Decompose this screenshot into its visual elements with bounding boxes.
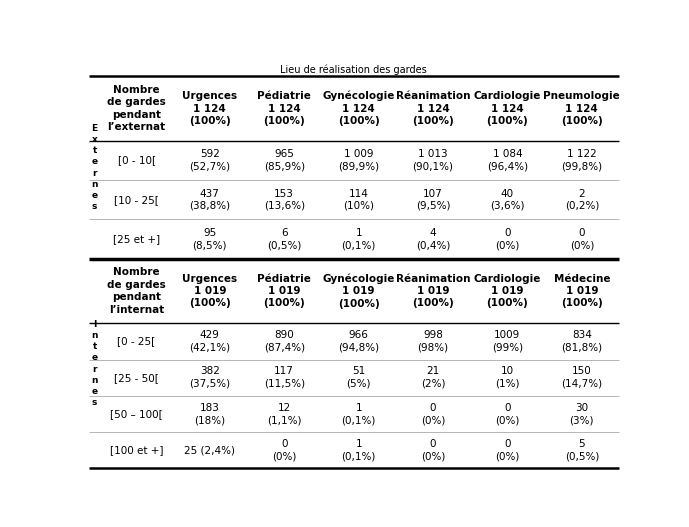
Text: 153
(13,6%): 153 (13,6%)	[264, 189, 305, 211]
Text: 0
(0%): 0 (0%)	[570, 228, 594, 250]
Text: [10 - 25[: [10 - 25[	[114, 195, 159, 205]
Text: [25 et +]: [25 et +]	[113, 234, 160, 244]
Text: Lieu de réalisation des gardes: Lieu de réalisation des gardes	[280, 65, 426, 75]
Text: 5
(0,5%): 5 (0,5%)	[565, 439, 599, 461]
Text: 21
(2%): 21 (2%)	[421, 366, 445, 389]
Text: 1
(0,1%): 1 (0,1%)	[342, 439, 376, 461]
Text: Gynécologie
1 019
(100%): Gynécologie 1 019 (100%)	[322, 274, 395, 309]
Text: Réanimation
1 124
(100%): Réanimation 1 124 (100%)	[395, 91, 471, 126]
Text: 0
(0%): 0 (0%)	[495, 403, 520, 425]
Text: [50 – 100[: [50 – 100[	[110, 409, 163, 419]
Text: Cardiologie
1 124
(100%): Cardiologie 1 124 (100%)	[474, 91, 541, 126]
Text: 1
(0,1%): 1 (0,1%)	[342, 228, 376, 250]
Text: 2
(0,2%): 2 (0,2%)	[565, 189, 599, 211]
Text: 12
(1,1%): 12 (1,1%)	[267, 403, 302, 425]
Text: 382
(37,5%): 382 (37,5%)	[189, 366, 230, 389]
Text: 592
(52,7%): 592 (52,7%)	[189, 149, 230, 172]
Text: [0 - 10[: [0 - 10[	[118, 155, 156, 165]
Text: Nombre
de gardes
pendant
l’internat: Nombre de gardes pendant l’internat	[107, 267, 166, 315]
Text: 890
(87,4%): 890 (87,4%)	[264, 330, 305, 353]
Text: 6
(0,5%): 6 (0,5%)	[267, 228, 301, 250]
Text: E
x
t
e
r
n
e
s: E x t e r n e s	[92, 124, 98, 211]
Text: 1009
(99%): 1009 (99%)	[492, 330, 523, 353]
Text: Pédiatrie
1 124
(100%): Pédiatrie 1 124 (100%)	[257, 91, 311, 126]
Text: 0
(0%): 0 (0%)	[421, 439, 445, 461]
Text: Gynécologie
1 124
(100%): Gynécologie 1 124 (100%)	[322, 91, 395, 126]
Text: 966
(94,8%): 966 (94,8%)	[338, 330, 379, 353]
Text: 1 084
(96,4%): 1 084 (96,4%)	[487, 149, 528, 172]
Text: 40
(3,6%): 40 (3,6%)	[490, 189, 525, 211]
Text: 114
(10%): 114 (10%)	[343, 189, 374, 211]
Text: [100 et +]: [100 et +]	[110, 445, 163, 455]
Text: 965
(85,9%): 965 (85,9%)	[264, 149, 305, 172]
Text: Médecine
1 019
(100%): Médecine 1 019 (100%)	[553, 274, 610, 308]
Text: 437
(38,8%): 437 (38,8%)	[189, 189, 230, 211]
Text: Cardiologie
1 019
(100%): Cardiologie 1 019 (100%)	[474, 274, 541, 308]
Text: 10
(1%): 10 (1%)	[495, 366, 520, 389]
Text: [25 - 50[: [25 - 50[	[114, 373, 159, 383]
Text: 30
(3%): 30 (3%)	[570, 403, 594, 425]
Text: 1 009
(89,9%): 1 009 (89,9%)	[338, 149, 379, 172]
Text: 0
(0%): 0 (0%)	[272, 439, 296, 461]
Text: 0
(0%): 0 (0%)	[495, 439, 520, 461]
Text: 834
(81,8%): 834 (81,8%)	[562, 330, 602, 353]
Text: 1 013
(90,1%): 1 013 (90,1%)	[413, 149, 453, 172]
Text: 1 122
(99,8%): 1 122 (99,8%)	[562, 149, 602, 172]
Text: Pédiatrie
1 019
(100%): Pédiatrie 1 019 (100%)	[257, 274, 311, 308]
Text: Urgences
1 124
(100%): Urgences 1 124 (100%)	[183, 91, 238, 126]
Text: 150
(14,7%): 150 (14,7%)	[562, 366, 602, 389]
Text: 429
(42,1%): 429 (42,1%)	[189, 330, 230, 353]
Text: 25 (2,4%): 25 (2,4%)	[185, 445, 236, 455]
Text: 1
(0,1%): 1 (0,1%)	[342, 403, 376, 425]
Text: 51
(5%): 51 (5%)	[347, 366, 371, 389]
Text: Pneumologie
1 124
(100%): Pneumologie 1 124 (100%)	[544, 91, 620, 126]
Text: 0
(0%): 0 (0%)	[495, 228, 520, 250]
Text: 183
(18%): 183 (18%)	[194, 403, 225, 425]
Text: I
n
t
e
r
n
e
s: I n t e r n e s	[92, 320, 98, 407]
Text: 998
(98%): 998 (98%)	[418, 330, 449, 353]
Text: Urgences
1 019
(100%): Urgences 1 019 (100%)	[183, 274, 238, 308]
Text: Nombre
de gardes
pendant
l’externat: Nombre de gardes pendant l’externat	[107, 85, 166, 132]
Text: Réanimation
1 019
(100%): Réanimation 1 019 (100%)	[395, 274, 471, 308]
Text: 117
(11,5%): 117 (11,5%)	[264, 366, 305, 389]
Text: 95
(8,5%): 95 (8,5%)	[193, 228, 227, 250]
Text: 4
(0,4%): 4 (0,4%)	[416, 228, 450, 250]
Text: 0
(0%): 0 (0%)	[421, 403, 445, 425]
Text: 107
(9,5%): 107 (9,5%)	[415, 189, 451, 211]
Text: [0 - 25[: [0 - 25[	[117, 336, 156, 346]
